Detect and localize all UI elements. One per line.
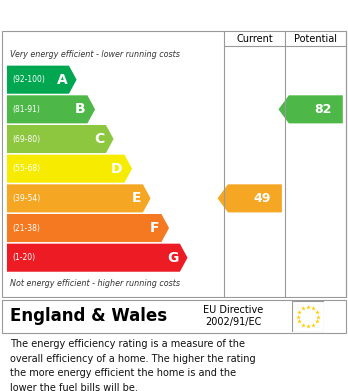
Text: EU Directive
2002/91/EC: EU Directive 2002/91/EC	[203, 305, 263, 327]
Polygon shape	[7, 214, 169, 242]
Polygon shape	[7, 155, 132, 183]
Text: D: D	[111, 162, 123, 176]
Text: England & Wales: England & Wales	[10, 307, 168, 325]
Polygon shape	[7, 244, 188, 272]
Polygon shape	[7, 66, 77, 94]
Text: (81-91): (81-91)	[12, 105, 40, 114]
Text: Potential: Potential	[294, 34, 337, 44]
Polygon shape	[278, 95, 343, 124]
Polygon shape	[218, 184, 282, 212]
Text: Not energy efficient - higher running costs: Not energy efficient - higher running co…	[10, 279, 181, 288]
Text: (55-68): (55-68)	[12, 164, 40, 173]
Text: 82: 82	[314, 103, 331, 116]
Text: F: F	[150, 221, 160, 235]
Text: (39-54): (39-54)	[12, 194, 40, 203]
Polygon shape	[7, 125, 113, 153]
Polygon shape	[7, 95, 95, 124]
Text: A: A	[56, 73, 67, 87]
Text: G: G	[167, 251, 178, 265]
Text: E: E	[132, 191, 141, 205]
Text: (21-38): (21-38)	[12, 224, 40, 233]
Text: The energy efficiency rating is a measure of the
overall efficiency of a home. T: The energy efficiency rating is a measur…	[10, 339, 256, 391]
Polygon shape	[7, 184, 151, 212]
Text: (69-80): (69-80)	[12, 135, 40, 143]
Text: (1-20): (1-20)	[12, 253, 35, 262]
Text: (92-100): (92-100)	[12, 75, 45, 84]
Text: Very energy efficient - lower running costs: Very energy efficient - lower running co…	[10, 50, 180, 59]
Text: Energy Efficiency Rating: Energy Efficiency Rating	[7, 7, 217, 23]
Text: 49: 49	[253, 192, 270, 205]
Text: B: B	[75, 102, 86, 117]
Text: C: C	[94, 132, 104, 146]
Text: Current: Current	[237, 34, 273, 44]
